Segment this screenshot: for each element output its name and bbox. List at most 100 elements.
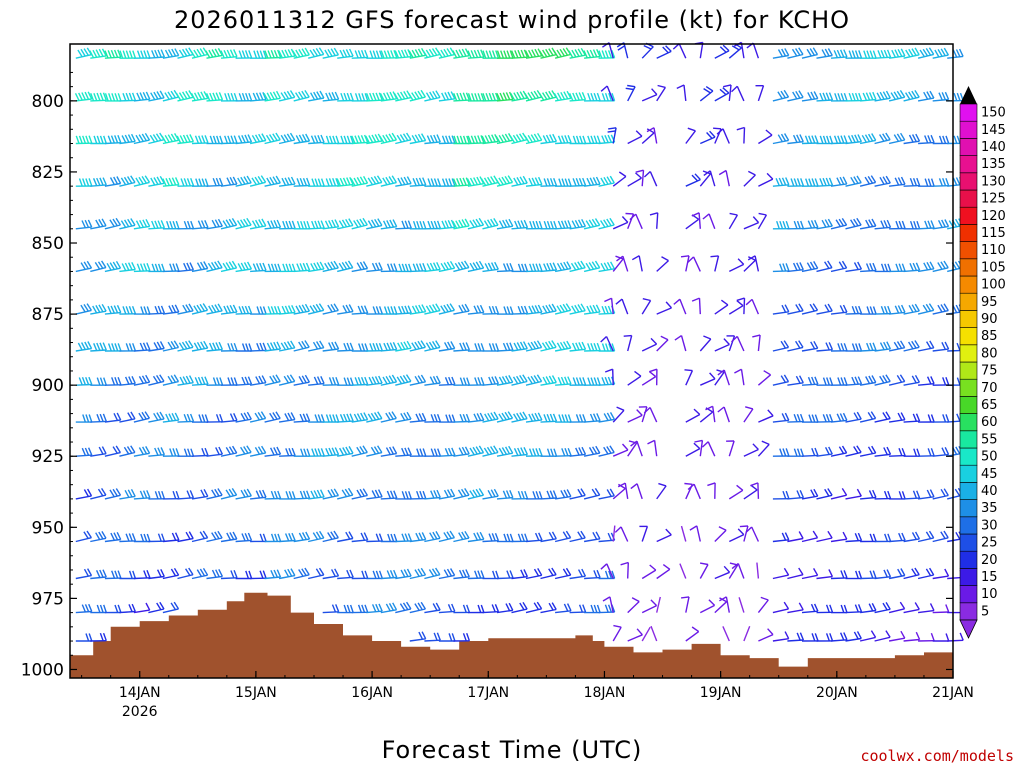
color-bin [959, 310, 978, 328]
wind-barb [672, 43, 687, 59]
wind-barb [649, 368, 658, 386]
wind-barb [646, 127, 658, 144]
wind-barb [918, 220, 935, 230]
wind-barb [538, 47, 557, 59]
wind-barb [293, 133, 311, 145]
wind-barb [932, 260, 949, 273]
wind-barb [627, 172, 642, 187]
wind-barb [707, 482, 716, 499]
color-bin [959, 585, 978, 604]
wind-barb [845, 570, 863, 580]
wind-barb [649, 212, 659, 229]
wind-barb [148, 601, 165, 614]
wind-barb [366, 375, 383, 386]
wind-barb [511, 219, 529, 230]
wind-barb [830, 260, 848, 273]
wind-barb [736, 297, 746, 315]
wind-barb [337, 92, 354, 102]
wind-barb [148, 533, 166, 543]
wind-barb [553, 90, 572, 102]
wind-barb [598, 343, 616, 352]
wind-barb [191, 376, 209, 386]
wind-barb [860, 262, 877, 273]
wind-barb [860, 342, 877, 352]
wind-barb [701, 441, 716, 457]
wind-barb [569, 303, 586, 315]
wind-barb [148, 263, 166, 273]
y-tick-label: 825 [32, 163, 64, 183]
wind-barb [191, 135, 209, 145]
wind-barb [830, 488, 848, 500]
color-bin [959, 378, 978, 397]
wind-barb [932, 447, 950, 457]
wind-barb [365, 92, 383, 102]
wind-barb [509, 132, 528, 145]
wind-barb [235, 50, 253, 59]
wind-barb [264, 263, 282, 273]
wind-barb [75, 376, 93, 386]
y-axis: 800 825 850 875 900 925 950 975 1000 [21, 71, 953, 680]
wind-barb [380, 490, 398, 500]
wind-barb [772, 220, 790, 230]
wind-barb [395, 340, 412, 352]
wind-barb [787, 220, 805, 230]
wind-barb [293, 262, 311, 273]
wind-barb [918, 414, 935, 423]
wind-barb [497, 306, 514, 315]
wind-barb [119, 218, 136, 230]
wind-barb [903, 448, 921, 457]
wind-barb [322, 488, 339, 500]
wind-barb [656, 335, 669, 352]
wind-barb [631, 255, 643, 272]
wind-barb [250, 306, 267, 315]
wind-barb [293, 90, 310, 102]
wind-barb [75, 633, 93, 642]
wind-barb [148, 132, 165, 145]
wind-barb [830, 570, 848, 580]
wind-barb [162, 48, 180, 59]
wind-barb [816, 569, 834, 580]
wind-barb [380, 50, 398, 59]
wind-barb [161, 133, 180, 145]
wind-barb [903, 90, 920, 102]
wind-barb [249, 175, 267, 187]
wind-barb [600, 85, 614, 102]
wind-barb [90, 135, 107, 145]
wind-barb [337, 569, 354, 580]
color-bin-label: 100 [981, 278, 1006, 293]
color-bin [959, 120, 978, 139]
wind-barb [205, 92, 224, 102]
wind-barb [308, 530, 325, 543]
wind-barb [584, 135, 601, 145]
y-tick-label: 1000 [21, 660, 64, 680]
wind-barb [555, 178, 572, 187]
wind-barb [250, 533, 267, 543]
wind-barb [119, 411, 136, 423]
wind-barb [524, 48, 543, 59]
wind-barb [422, 47, 441, 59]
wind-barb [650, 625, 658, 642]
wind-barb [947, 632, 964, 642]
wind-barb [694, 439, 704, 457]
wind-barb [638, 406, 648, 423]
y-tick-label: 900 [32, 376, 64, 396]
wind-barb [395, 263, 412, 273]
wind-barb [612, 525, 616, 542]
wind-barb [177, 47, 194, 59]
wind-barb [453, 303, 470, 315]
wind-barb [496, 342, 514, 352]
colorbar-top-arrow [960, 86, 977, 104]
wind-barb [379, 132, 397, 145]
wind-barb [830, 445, 848, 457]
x-tick-label: 14JAN [119, 685, 161, 701]
color-bin-label: 90 [981, 312, 998, 327]
wind-barb [726, 440, 735, 457]
wind-barb [264, 411, 281, 423]
wind-barb [641, 371, 657, 386]
wind-barb [623, 334, 633, 352]
wind-barb [395, 220, 412, 230]
wind-barb [540, 448, 558, 457]
wind-barb [728, 528, 745, 543]
wind-barb [555, 414, 572, 423]
wind-barb [264, 175, 281, 187]
